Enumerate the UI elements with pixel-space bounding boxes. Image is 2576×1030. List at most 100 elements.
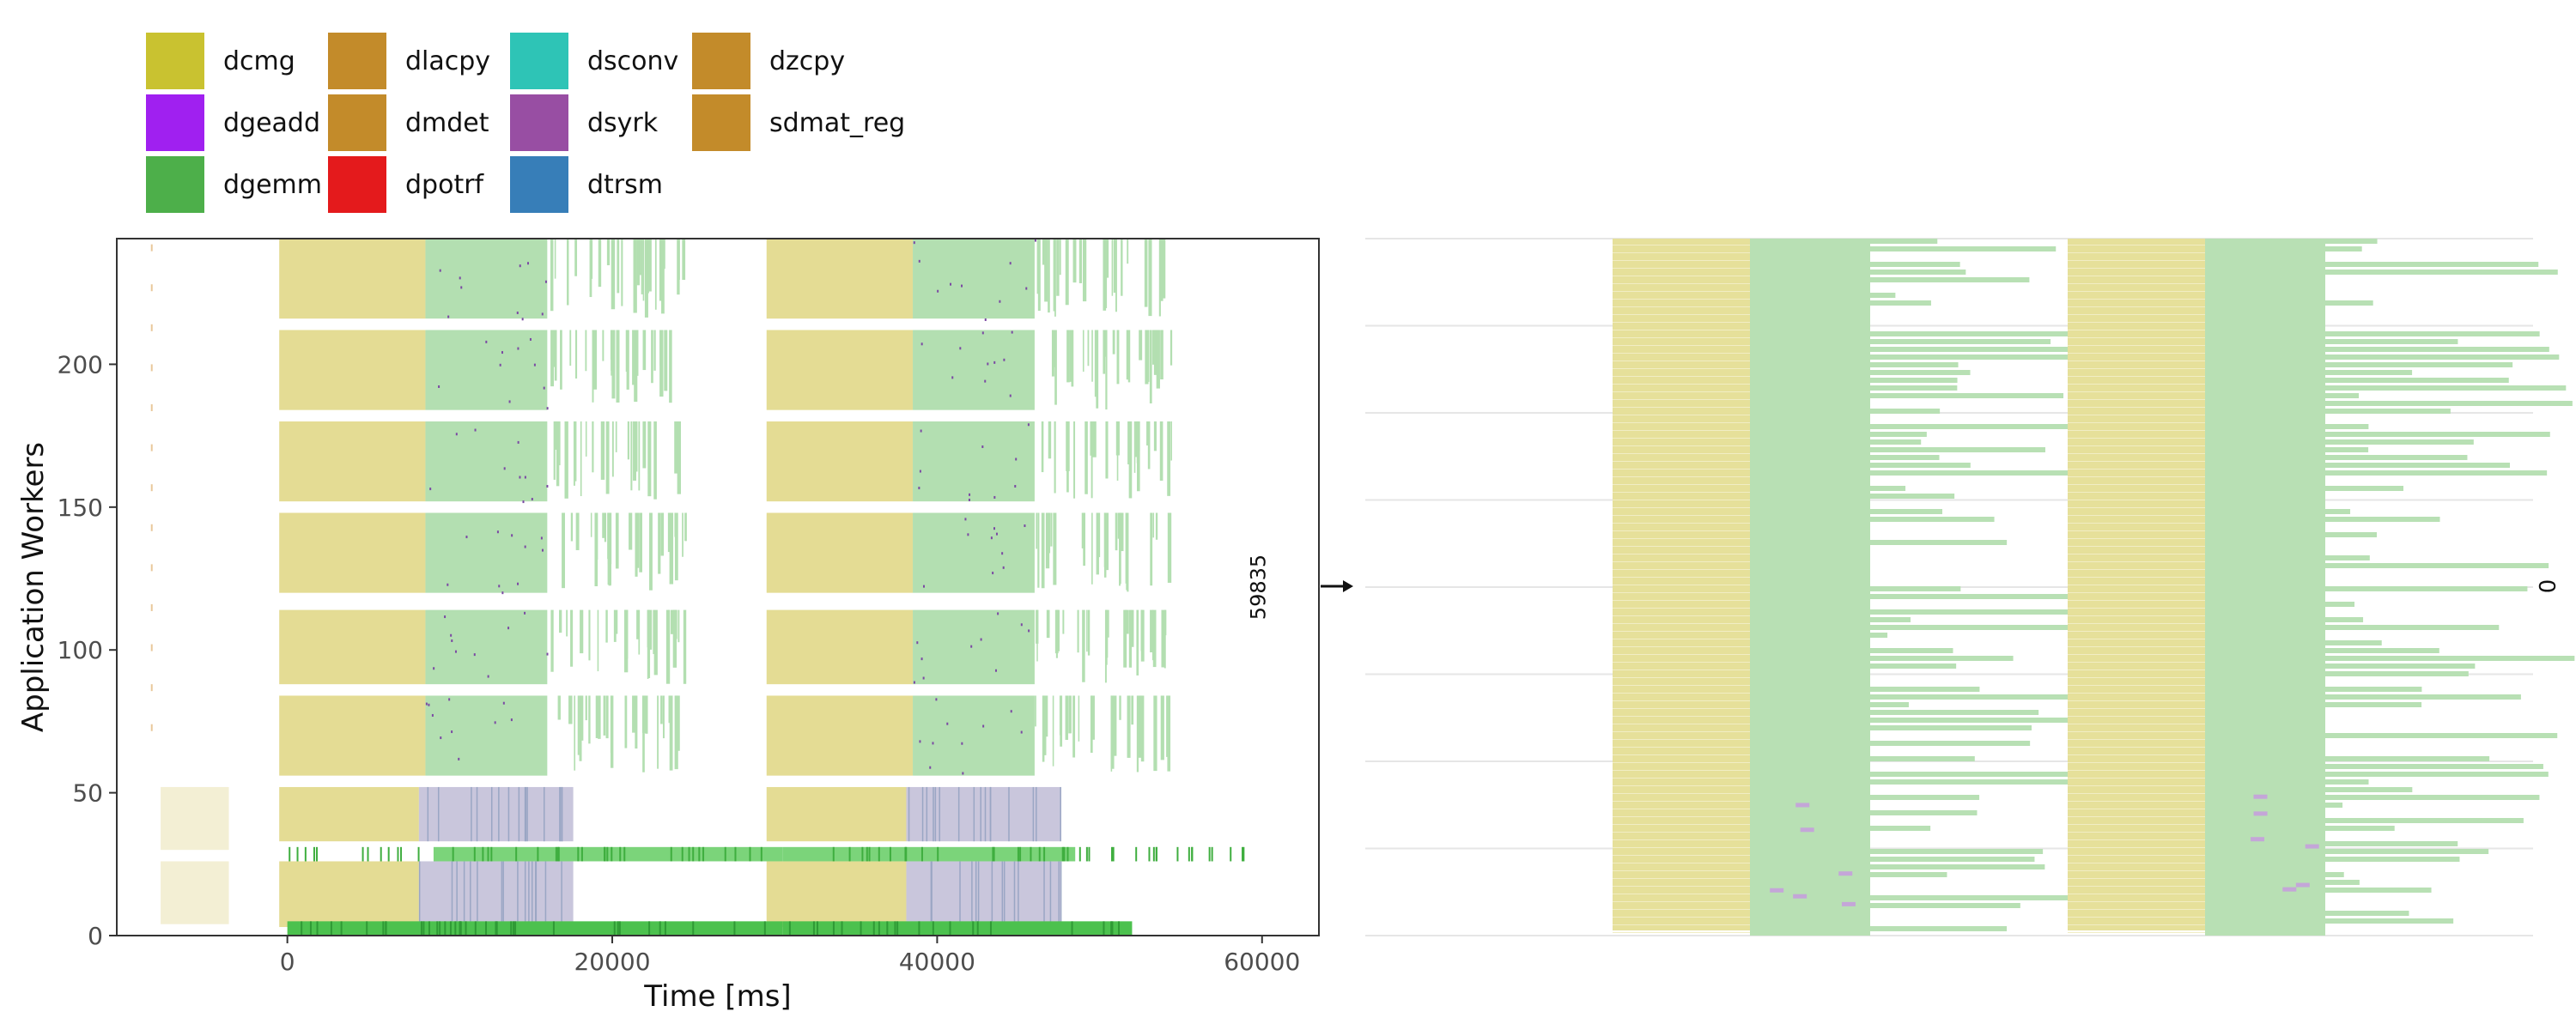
zoom-row-line xyxy=(1613,469,1750,470)
dgemm-task xyxy=(304,846,307,862)
dgemm-tail-task xyxy=(1050,512,1053,547)
dgemm-task xyxy=(330,921,332,936)
dtrsm-task xyxy=(1013,861,1016,928)
dgemm-tail-task xyxy=(606,421,610,476)
dgemm-tail-task xyxy=(1091,330,1093,382)
dtrsm-task xyxy=(973,786,975,842)
dgemm-block xyxy=(913,421,1035,502)
dgemm-task xyxy=(760,846,762,862)
dgemm-tail-task xyxy=(1115,512,1118,551)
dgemm-task xyxy=(972,921,975,936)
zoom-row-line xyxy=(1613,268,1750,269)
zoom-dgemm-task xyxy=(2325,262,2539,267)
dgemm-tail-task xyxy=(674,695,678,770)
dgemm-tail-task xyxy=(1087,330,1090,367)
dsyrk-task xyxy=(1034,239,1036,242)
zoom-row-line xyxy=(1613,538,1750,539)
zoom-row-line xyxy=(2068,268,2205,269)
dgemm-task xyxy=(1208,846,1211,862)
dgemm-block xyxy=(913,695,1035,776)
zoom-row-line xyxy=(2068,785,2205,786)
dgemm-tail-task xyxy=(1127,239,1129,264)
dtrsm-block xyxy=(906,786,1061,842)
dsyrk-task xyxy=(499,363,501,367)
legend-label: dsconv xyxy=(587,45,679,76)
dgemm-task xyxy=(1155,846,1157,862)
zoom-dgemm-task xyxy=(2325,911,2409,916)
zoom-dgemm-task xyxy=(2325,470,2548,476)
zoom-dgemm-task xyxy=(2325,841,2458,846)
dgemm-tail-task xyxy=(1041,512,1045,589)
dgemm-tail-task xyxy=(1105,512,1109,571)
dgemm-task xyxy=(315,846,318,862)
dgemm-task xyxy=(510,921,513,936)
dgemm-tail-task xyxy=(1110,695,1113,772)
dsyrk-task xyxy=(531,498,533,501)
dgemm-tail-task xyxy=(1127,512,1129,592)
dgemm-task xyxy=(1085,846,1088,862)
zoom-dgemm-task xyxy=(2325,671,2469,676)
dgemm-tail-task xyxy=(651,330,653,384)
zoom-row-line xyxy=(1613,546,1750,547)
dgemm-tail-task xyxy=(1128,609,1133,668)
zoom-row-line xyxy=(1613,291,1750,292)
dgemm-tail-task xyxy=(1062,609,1065,634)
dgemm-tail-task xyxy=(1105,239,1109,278)
dgemm-task xyxy=(1176,846,1179,862)
dtrsm-task xyxy=(1003,861,1005,928)
zoom-dgemm-task xyxy=(2325,463,2511,468)
dsyrk-task xyxy=(950,282,952,286)
dtrsm-task xyxy=(959,861,961,928)
dsyrk-task xyxy=(450,633,453,637)
setup-tasks-block xyxy=(161,861,229,924)
dgemm-block xyxy=(913,512,1035,593)
zoom-row-line xyxy=(2068,754,2205,755)
dsyrk-task xyxy=(458,757,460,760)
zoom-dgemm-task xyxy=(1870,239,1938,244)
dgemm-task xyxy=(878,921,880,936)
zoom-dgemm-task xyxy=(1870,362,1959,367)
dgemm-tail-task xyxy=(1091,512,1093,585)
dgemm-task xyxy=(812,921,815,936)
dsyrk-task xyxy=(992,572,994,575)
dgemm-tail-task xyxy=(1149,330,1152,403)
zoom-row-line xyxy=(1613,731,1750,732)
dgemm-tail-task xyxy=(653,330,656,371)
zoom-row-line xyxy=(2068,260,2205,261)
zoom-row-line xyxy=(1613,368,1750,369)
dgemm-tail-task xyxy=(1125,609,1129,634)
dgemm-tail-task xyxy=(682,512,683,557)
dsyrk-task xyxy=(473,653,476,657)
legend-item-dmdet: dmdet xyxy=(328,94,489,151)
zoom-row-line xyxy=(2068,283,2205,284)
dgemm-task xyxy=(580,846,583,862)
dgemm-tail-task xyxy=(635,512,638,577)
dgemm-tail-task xyxy=(642,239,645,301)
zoom-row-line xyxy=(1613,283,1750,284)
x-tick-label: 40000 xyxy=(899,948,975,976)
zoom-row-line xyxy=(1613,376,1750,377)
dgemm-task xyxy=(618,921,621,936)
zoom-dgemm-task xyxy=(1870,339,2051,344)
dgemm-tail-task xyxy=(629,512,633,550)
dsyrk-task xyxy=(511,534,513,537)
zoom-row-line xyxy=(2068,932,2205,933)
dsyrk-task xyxy=(946,722,949,725)
dgemm-tail-task xyxy=(674,512,677,537)
dgemm-tail-task xyxy=(634,421,638,472)
dgemm-tail-task xyxy=(682,239,686,281)
zoom-dgemm-task xyxy=(1870,795,1980,800)
legend-swatch xyxy=(146,156,204,213)
zoom-row-line xyxy=(1613,909,1750,910)
dgemm-tail-task xyxy=(1153,695,1157,772)
dsyrk-task xyxy=(503,467,506,470)
zoom-row-line xyxy=(1613,693,1750,694)
dgemm-tail-task xyxy=(558,609,562,633)
zoom-dgemm-task xyxy=(2325,486,2403,491)
dgemm-task xyxy=(577,846,580,862)
dcmg-block xyxy=(279,239,426,319)
dgemm-tail-task xyxy=(1094,330,1097,397)
dgemm-tail-task xyxy=(603,695,606,736)
dsyrk-task xyxy=(913,241,915,245)
dgemm-tail-task xyxy=(1056,239,1060,296)
